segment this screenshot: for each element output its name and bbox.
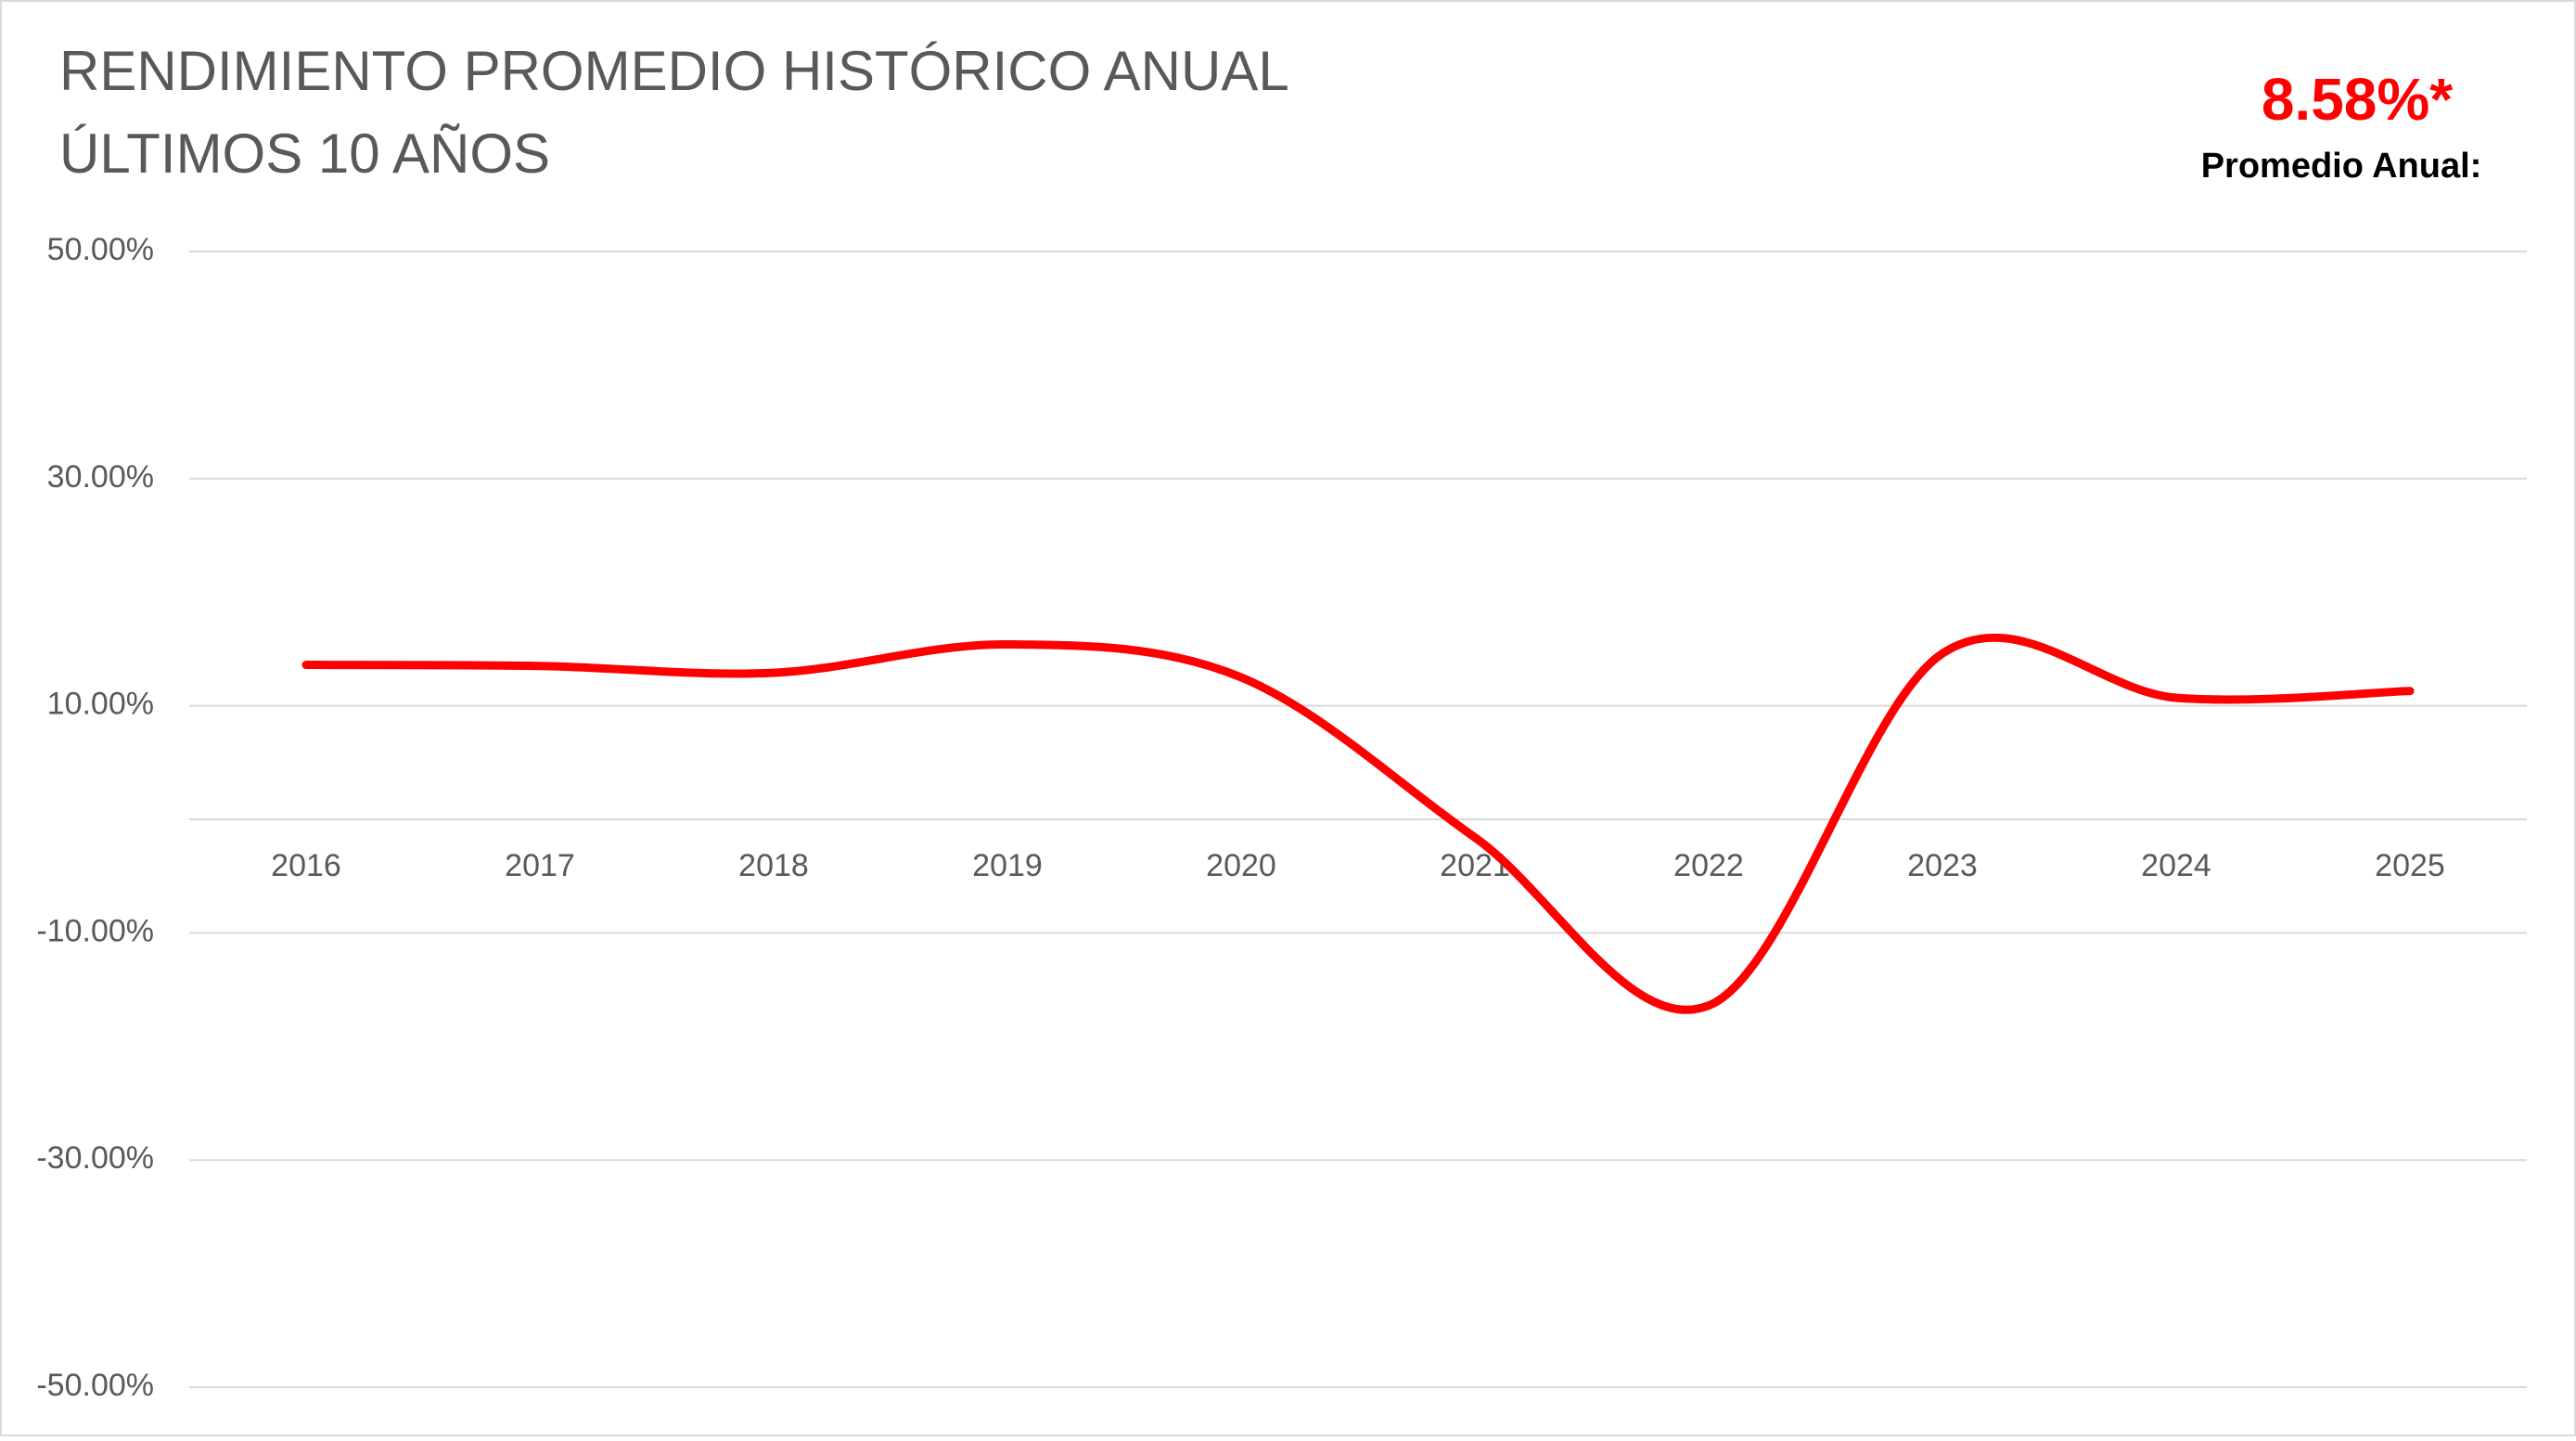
average-value: 8.58%* bbox=[2262, 66, 2453, 133]
x-tick-label: 2017 bbox=[505, 848, 575, 883]
x-tick-label: 2024 bbox=[2141, 848, 2211, 883]
y-tick-label: 10.00% bbox=[47, 687, 154, 722]
x-tick-label: 2020 bbox=[1206, 848, 1276, 883]
x-tick-label: 2022 bbox=[1673, 848, 1744, 883]
y-tick-label: 50.00% bbox=[47, 232, 154, 267]
y-tick-label: -50.00% bbox=[36, 1368, 154, 1403]
x-tick-label: 2023 bbox=[1907, 848, 1978, 883]
chart-title: RENDIMIENTO PROMEDIO HISTÓRICO ANUAL bbox=[59, 40, 1289, 102]
y-tick-label: -30.00% bbox=[36, 1140, 154, 1176]
y-tick-label: -10.00% bbox=[36, 913, 154, 948]
x-tick-label: 2016 bbox=[271, 848, 341, 883]
average-label: Promedio Anual: bbox=[2201, 147, 2482, 186]
x-tick-label: 2019 bbox=[972, 848, 1043, 883]
chart-subtitle: ÚLTIMOS 10 AÑOS bbox=[59, 122, 550, 185]
x-tick-label: 2018 bbox=[738, 848, 809, 883]
x-tick-label: 2025 bbox=[2375, 848, 2445, 883]
y-tick-label: 30.00% bbox=[47, 459, 154, 495]
series-line bbox=[301, 633, 2415, 1014]
